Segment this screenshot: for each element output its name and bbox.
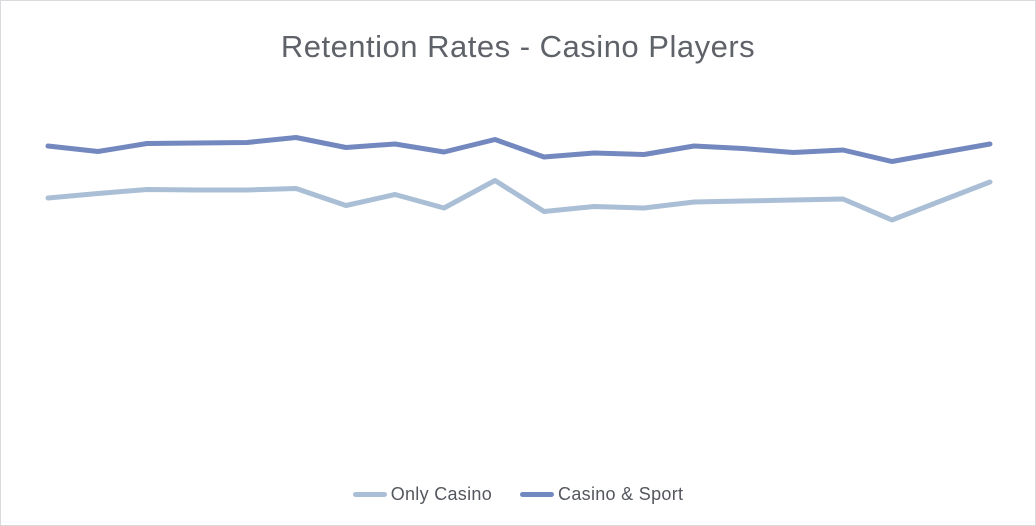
series-line-casino-sport xyxy=(45,135,993,164)
casino-and-sport-line-swatch-icon xyxy=(520,492,555,497)
legend-item-casino-and-sport: Casino & Sport xyxy=(520,484,683,505)
legend-label: Casino & Sport xyxy=(558,484,684,504)
chart-legend: Only Casino Casino & Sport xyxy=(1,484,1035,505)
chart-title: Retention Rates - Casino Players xyxy=(280,29,756,64)
only-casino-line-swatch-icon xyxy=(352,492,387,497)
series-line-only-casino xyxy=(45,178,993,223)
legend-label: Only Casino xyxy=(390,484,493,504)
legend-item-only-casino: Only Casino xyxy=(352,484,493,505)
